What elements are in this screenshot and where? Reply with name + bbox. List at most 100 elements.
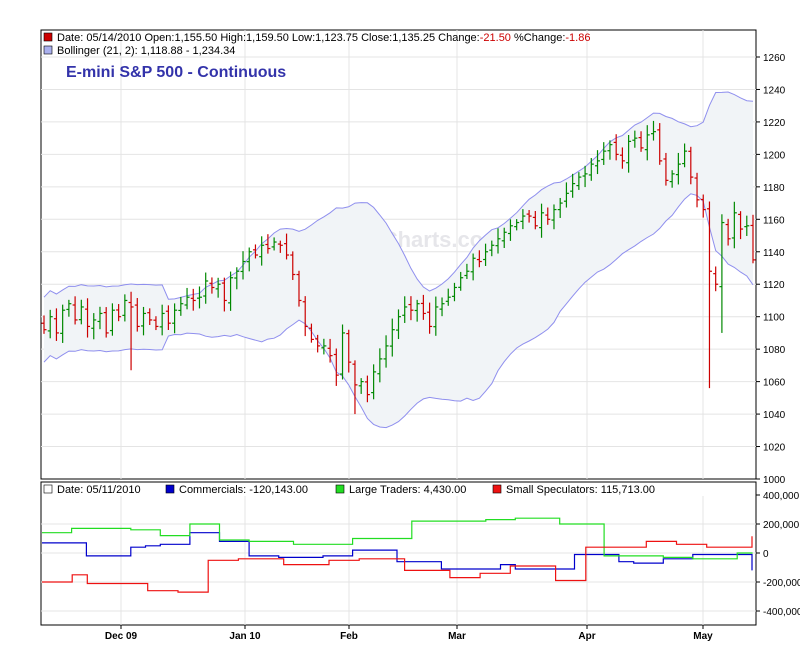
- cot-y-axis: 400,000 200,000 0 -200,000 -400,000: [756, 491, 800, 618]
- ohlc-bar: [470, 253, 476, 281]
- ohlc-bar: [719, 214, 725, 333]
- low-label: Low:: [292, 32, 315, 44]
- ohlc-bar: [321, 338, 327, 355]
- price-tick-label: 1140: [763, 248, 785, 259]
- ohlc-bar: [215, 277, 221, 298]
- pct-change-label: %Change:: [514, 32, 565, 44]
- ohlc-bar: [563, 182, 569, 208]
- ohlc-bar: [91, 313, 97, 340]
- price-tick-label: 1000: [763, 475, 786, 486]
- change-label: Change:: [438, 32, 480, 44]
- open-label: Open:: [144, 32, 174, 44]
- ohlc-bar: [551, 204, 557, 230]
- low-value: 1,123.75: [315, 32, 358, 44]
- cot-grid: [41, 496, 756, 625]
- cot-series-line: [42, 532, 753, 571]
- ohlc-bar: [451, 282, 457, 302]
- ohlc-bar: [433, 296, 439, 336]
- ohlc-bar: [234, 267, 240, 290]
- date-label: Date:: [57, 32, 83, 44]
- ohlc-bar: [128, 291, 134, 371]
- open-value: 1,155.50: [174, 32, 217, 44]
- ohlc-bar: [383, 335, 389, 368]
- ohlc-bar: [464, 263, 470, 280]
- large-traders-legend: Large Traders: 4,430.00: [349, 484, 466, 496]
- price-tick-label: 1260: [763, 53, 786, 64]
- ohlc-bar: [165, 305, 171, 330]
- ohlc-bar: [290, 251, 296, 281]
- date-value: 05/14/2010: [86, 32, 141, 44]
- x-tick-label: May: [693, 631, 713, 642]
- ohlc-bar: [141, 306, 147, 336]
- price-tick-label: 1100: [763, 313, 785, 324]
- ohlc-bar: [41, 315, 47, 334]
- cot-tick-label: 400,000: [763, 491, 800, 502]
- ohlc-bar: [60, 304, 66, 343]
- ohlc-bar: [277, 240, 283, 253]
- ohlc-bar: [713, 266, 719, 292]
- x-tick-label: Mar: [448, 631, 466, 642]
- ohlc-bar: [302, 296, 308, 337]
- cot-date: Date: 05/11/2010: [57, 484, 141, 496]
- bollinger-band: [43, 91, 754, 429]
- ohlc-bar: [240, 251, 246, 280]
- cot-lines: [42, 517, 753, 593]
- ohlc-bar: [396, 309, 401, 340]
- ohlc-bar: [377, 348, 383, 383]
- ohlc-bar: [725, 218, 731, 246]
- ohlc-bar: [85, 298, 91, 338]
- ohlc-bar: [619, 147, 625, 169]
- price-y-axis: 1000 1020 1040 1060 1080 1100 1120 1140 1160 1180…: [756, 53, 786, 486]
- ohlc-bar: [408, 296, 414, 321]
- price-tick-label: 1040: [763, 410, 786, 421]
- bollinger-fill: [44, 92, 753, 428]
- ohlc-bar: [682, 143, 688, 168]
- ohlc-bar: [675, 152, 681, 185]
- commercials-swatch: [165, 484, 175, 494]
- ohlc-bar: [66, 299, 72, 317]
- x-tick-label: Dec 09: [105, 631, 138, 642]
- high-label: High:: [220, 32, 246, 44]
- ohlc-bar: [744, 215, 750, 236]
- ohlc-bar: [271, 237, 277, 251]
- ohlc-bar: [526, 210, 532, 223]
- ohlc-bar: [669, 170, 675, 188]
- ohlc-bar: [252, 244, 258, 259]
- ohlc-bar: [147, 308, 153, 326]
- ohlc-bar: [582, 165, 588, 188]
- ohlc-bar: [445, 288, 451, 306]
- ohlc-legend-swatch: [43, 32, 53, 42]
- pct-change-value: -1.86: [565, 32, 590, 44]
- price-tick-label: 1180: [763, 183, 785, 194]
- ohlc-bar: [265, 234, 271, 254]
- ohlc-bar: [750, 214, 756, 264]
- ohlc-bar: [103, 307, 109, 338]
- ohlc-bar: [315, 334, 321, 353]
- ohlc-bar: [731, 201, 737, 249]
- ohlc-bar: [588, 158, 594, 181]
- chart-title: E-mini S&P 500 - Continuous: [66, 64, 286, 81]
- ohlc-bar: [427, 302, 433, 334]
- ohlc-bar: [159, 304, 165, 336]
- ohlc-bar: [638, 131, 644, 152]
- ohlc-bar: [53, 308, 59, 341]
- ohlc-bar: [644, 125, 650, 161]
- cot-tick-label: 0: [763, 549, 769, 560]
- commercials-legend: Commercials: -120,143.00: [179, 484, 308, 496]
- large-traders-swatch: [335, 484, 345, 494]
- ohlc-bar: [545, 207, 551, 225]
- cot-tick-label: -200,000: [763, 578, 800, 589]
- ohlc-bar: [259, 236, 265, 266]
- ohlc-bar: [203, 272, 209, 304]
- ohlc-bar: [489, 240, 495, 257]
- ohlc-bar: [688, 146, 694, 185]
- price-legend: Date: 05/14/2010 Open:1,155.50 High:1,15…: [43, 32, 590, 81]
- ohlc-bar: [700, 194, 706, 218]
- ohlc-bar: [514, 219, 520, 231]
- ohlc-bar: [650, 120, 656, 141]
- ohlc-bar: [196, 286, 202, 309]
- ohlc-bar: [601, 142, 607, 165]
- ohlc-bar: [371, 364, 377, 400]
- bollinger-legend-text: Bollinger (21, 2): 1,118.88 - 1,234.34: [57, 45, 235, 57]
